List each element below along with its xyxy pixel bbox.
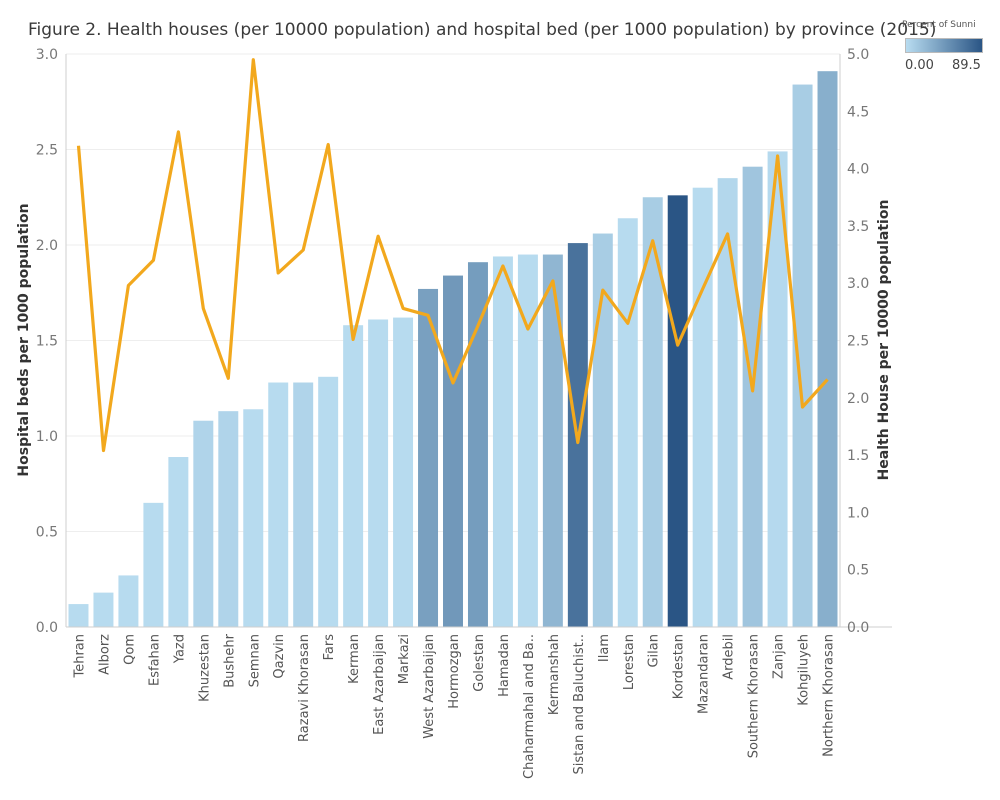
- category-label: Ilam: [597, 634, 612, 662]
- legend-min-label: 0.00: [905, 58, 934, 73]
- y-tick-label: 0.5: [36, 525, 58, 541]
- category-label: Chaharmahal and Ba..: [522, 634, 537, 779]
- category-label: Mazandaran: [697, 634, 712, 714]
- right-axis-ticks: 0.0 0.5 1.0 1.5 2.0 2.5 3.0 3.5 4.0 4.5 5.0: [847, 47, 869, 636]
- bar: [118, 575, 139, 627]
- bar: [143, 502, 164, 627]
- bar: [93, 592, 114, 627]
- category-label: Northern Khorasan: [822, 634, 837, 757]
- category-label: Golestan: [472, 634, 487, 692]
- y2-tick-label: 3.0: [847, 276, 869, 292]
- health-house-line: [76, 58, 829, 453]
- category-label: Qom: [122, 634, 137, 665]
- y2-tick-label: 4.0: [847, 162, 869, 178]
- category-label: Zanjan: [772, 634, 787, 679]
- category-label: Alborz: [98, 634, 113, 675]
- bar: [592, 233, 613, 628]
- y2-tick-label: 1.5: [847, 448, 869, 464]
- category-label: Khuzestan: [197, 634, 212, 702]
- category-label: Fars: [322, 634, 337, 661]
- bar: [368, 319, 389, 627]
- bar: [792, 84, 813, 627]
- category-label: Kerman: [347, 634, 362, 684]
- y2-tick-label: 1.0: [847, 505, 869, 521]
- color-legend-gradient: [905, 38, 983, 53]
- chart-title: Figure 2. Health houses (per 10000 popul…: [28, 20, 937, 40]
- category-label: Bushehr: [222, 633, 237, 687]
- category-label: Lorestan: [622, 634, 637, 690]
- bar: [218, 411, 239, 627]
- bar: [318, 376, 339, 627]
- bar: [492, 256, 513, 627]
- bar: [168, 457, 189, 627]
- y-tick-label: 0.0: [36, 620, 58, 636]
- y2-tick-label: 0.0: [847, 620, 869, 636]
- bar: [617, 218, 638, 627]
- bar-series: [68, 71, 838, 628]
- line-series: [76, 58, 829, 453]
- bar: [243, 409, 264, 627]
- y2-axis-title: Health House per 10000 population: [876, 200, 892, 481]
- axes: [65, 54, 892, 628]
- category-label: Semnan: [247, 634, 262, 687]
- legend-max-label: 89.5: [952, 58, 981, 73]
- bar: [692, 187, 713, 627]
- y2-tick-label: 5.0: [847, 47, 869, 63]
- category-label: Southern Khorasan: [747, 634, 762, 758]
- category-label: Sistan and Baluchist..: [572, 634, 587, 775]
- category-label: Ardebil: [722, 634, 737, 680]
- category-label: Yazd: [172, 634, 187, 664]
- bar: [742, 166, 763, 627]
- bar: [542, 254, 563, 628]
- bar: [667, 195, 688, 627]
- y2-tick-label: 0.5: [847, 563, 869, 579]
- left-axis-ticks: 0.0 0.5 1.0 1.5 2.0 2.5 3.0: [36, 47, 58, 636]
- category-label: Kordestan: [672, 634, 687, 699]
- bar: [642, 197, 663, 627]
- bar: [817, 71, 838, 627]
- category-label: Gilan: [647, 634, 662, 668]
- y2-tick-label: 2.5: [847, 334, 869, 350]
- bar: [517, 254, 538, 628]
- category-label: Qazvin: [272, 634, 287, 679]
- bar: [467, 262, 488, 627]
- category-label: Razavi Khorasan: [297, 634, 312, 742]
- y2-tick-label: 4.5: [847, 104, 869, 120]
- y2-tick-label: 3.5: [847, 219, 869, 235]
- y-axis-title: Hospital beds per 1000 population: [16, 203, 32, 476]
- bar: [343, 325, 364, 627]
- category-label: Markazi: [397, 634, 412, 684]
- category-label: Hormozgan: [447, 634, 462, 709]
- bar: [443, 275, 463, 627]
- legend-title: Percent of Sunni: [902, 20, 976, 30]
- category-label: East Azarbaijan: [372, 634, 387, 735]
- y-tick-label: 1.5: [36, 334, 58, 350]
- bar: [293, 382, 314, 627]
- y-tick-label: 1.0: [36, 429, 58, 445]
- category-label: West Azarbaijan: [422, 634, 437, 739]
- bar: [193, 420, 214, 627]
- bar: [393, 317, 414, 627]
- y-tick-label: 2.5: [36, 143, 58, 159]
- category-label: Esfahan: [147, 634, 162, 686]
- bar: [717, 178, 738, 627]
- y2-tick-label: 2.0: [847, 391, 869, 407]
- y-tick-label: 2.0: [36, 238, 58, 254]
- category-label: Kermanshah: [547, 634, 562, 715]
- bar: [68, 604, 89, 627]
- bar: [418, 288, 439, 627]
- category-labels: Tehran Alborz Qom Esfahan Yazd Khuzestan Bushe…: [73, 633, 837, 779]
- bar: [268, 382, 289, 627]
- category-label: Hamadan: [497, 634, 512, 697]
- y-tick-label: 3.0: [36, 47, 58, 63]
- bar: [767, 151, 788, 627]
- category-label: Tehran: [73, 634, 88, 679]
- category-label: Kohgiluyeh: [797, 634, 812, 706]
